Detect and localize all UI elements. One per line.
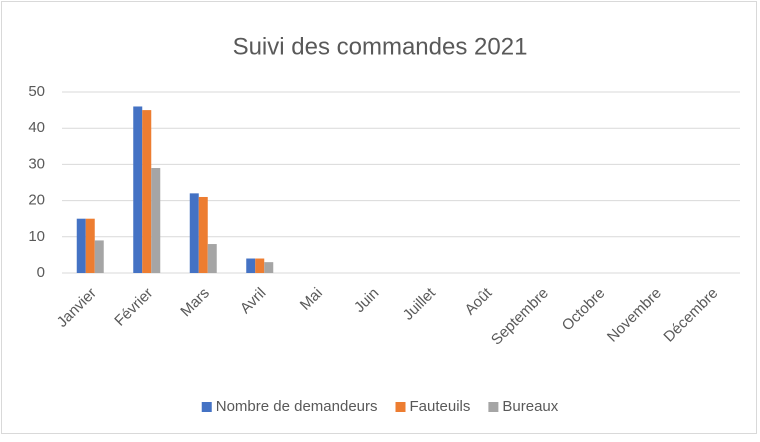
- y-tick-label: 40: [28, 119, 45, 136]
- legend-swatch: [201, 402, 212, 412]
- legend-label: Nombre de demandeurs: [216, 398, 378, 415]
- chart-title: Suivi des commandes 2021: [233, 33, 528, 60]
- bar: [151, 168, 161, 273]
- bar: [85, 218, 95, 273]
- y-tick-label: 20: [28, 192, 45, 209]
- y-tick-label: 50: [28, 83, 45, 100]
- bar: [142, 110, 152, 273]
- bar: [255, 258, 265, 273]
- y-tick-label: 0: [37, 264, 45, 281]
- legend-swatch: [488, 402, 499, 412]
- bar: [189, 193, 199, 273]
- legend-swatch: [395, 402, 406, 412]
- bar: [198, 196, 208, 273]
- bar: [207, 244, 217, 273]
- bar: [246, 258, 256, 273]
- bar: [264, 262, 274, 273]
- y-tick-label: 30: [28, 155, 45, 172]
- bar: [94, 240, 104, 273]
- legend: Nombre de demandeurs Fauteuils Bureaux: [201, 398, 559, 415]
- legend-label: Fauteuils: [410, 398, 471, 415]
- legend-label: Bureaux: [502, 398, 558, 415]
- chart-frame: [1, 1, 757, 434]
- bar: [133, 106, 143, 273]
- bar: [76, 218, 86, 273]
- y-tick-label: 10: [28, 228, 45, 245]
